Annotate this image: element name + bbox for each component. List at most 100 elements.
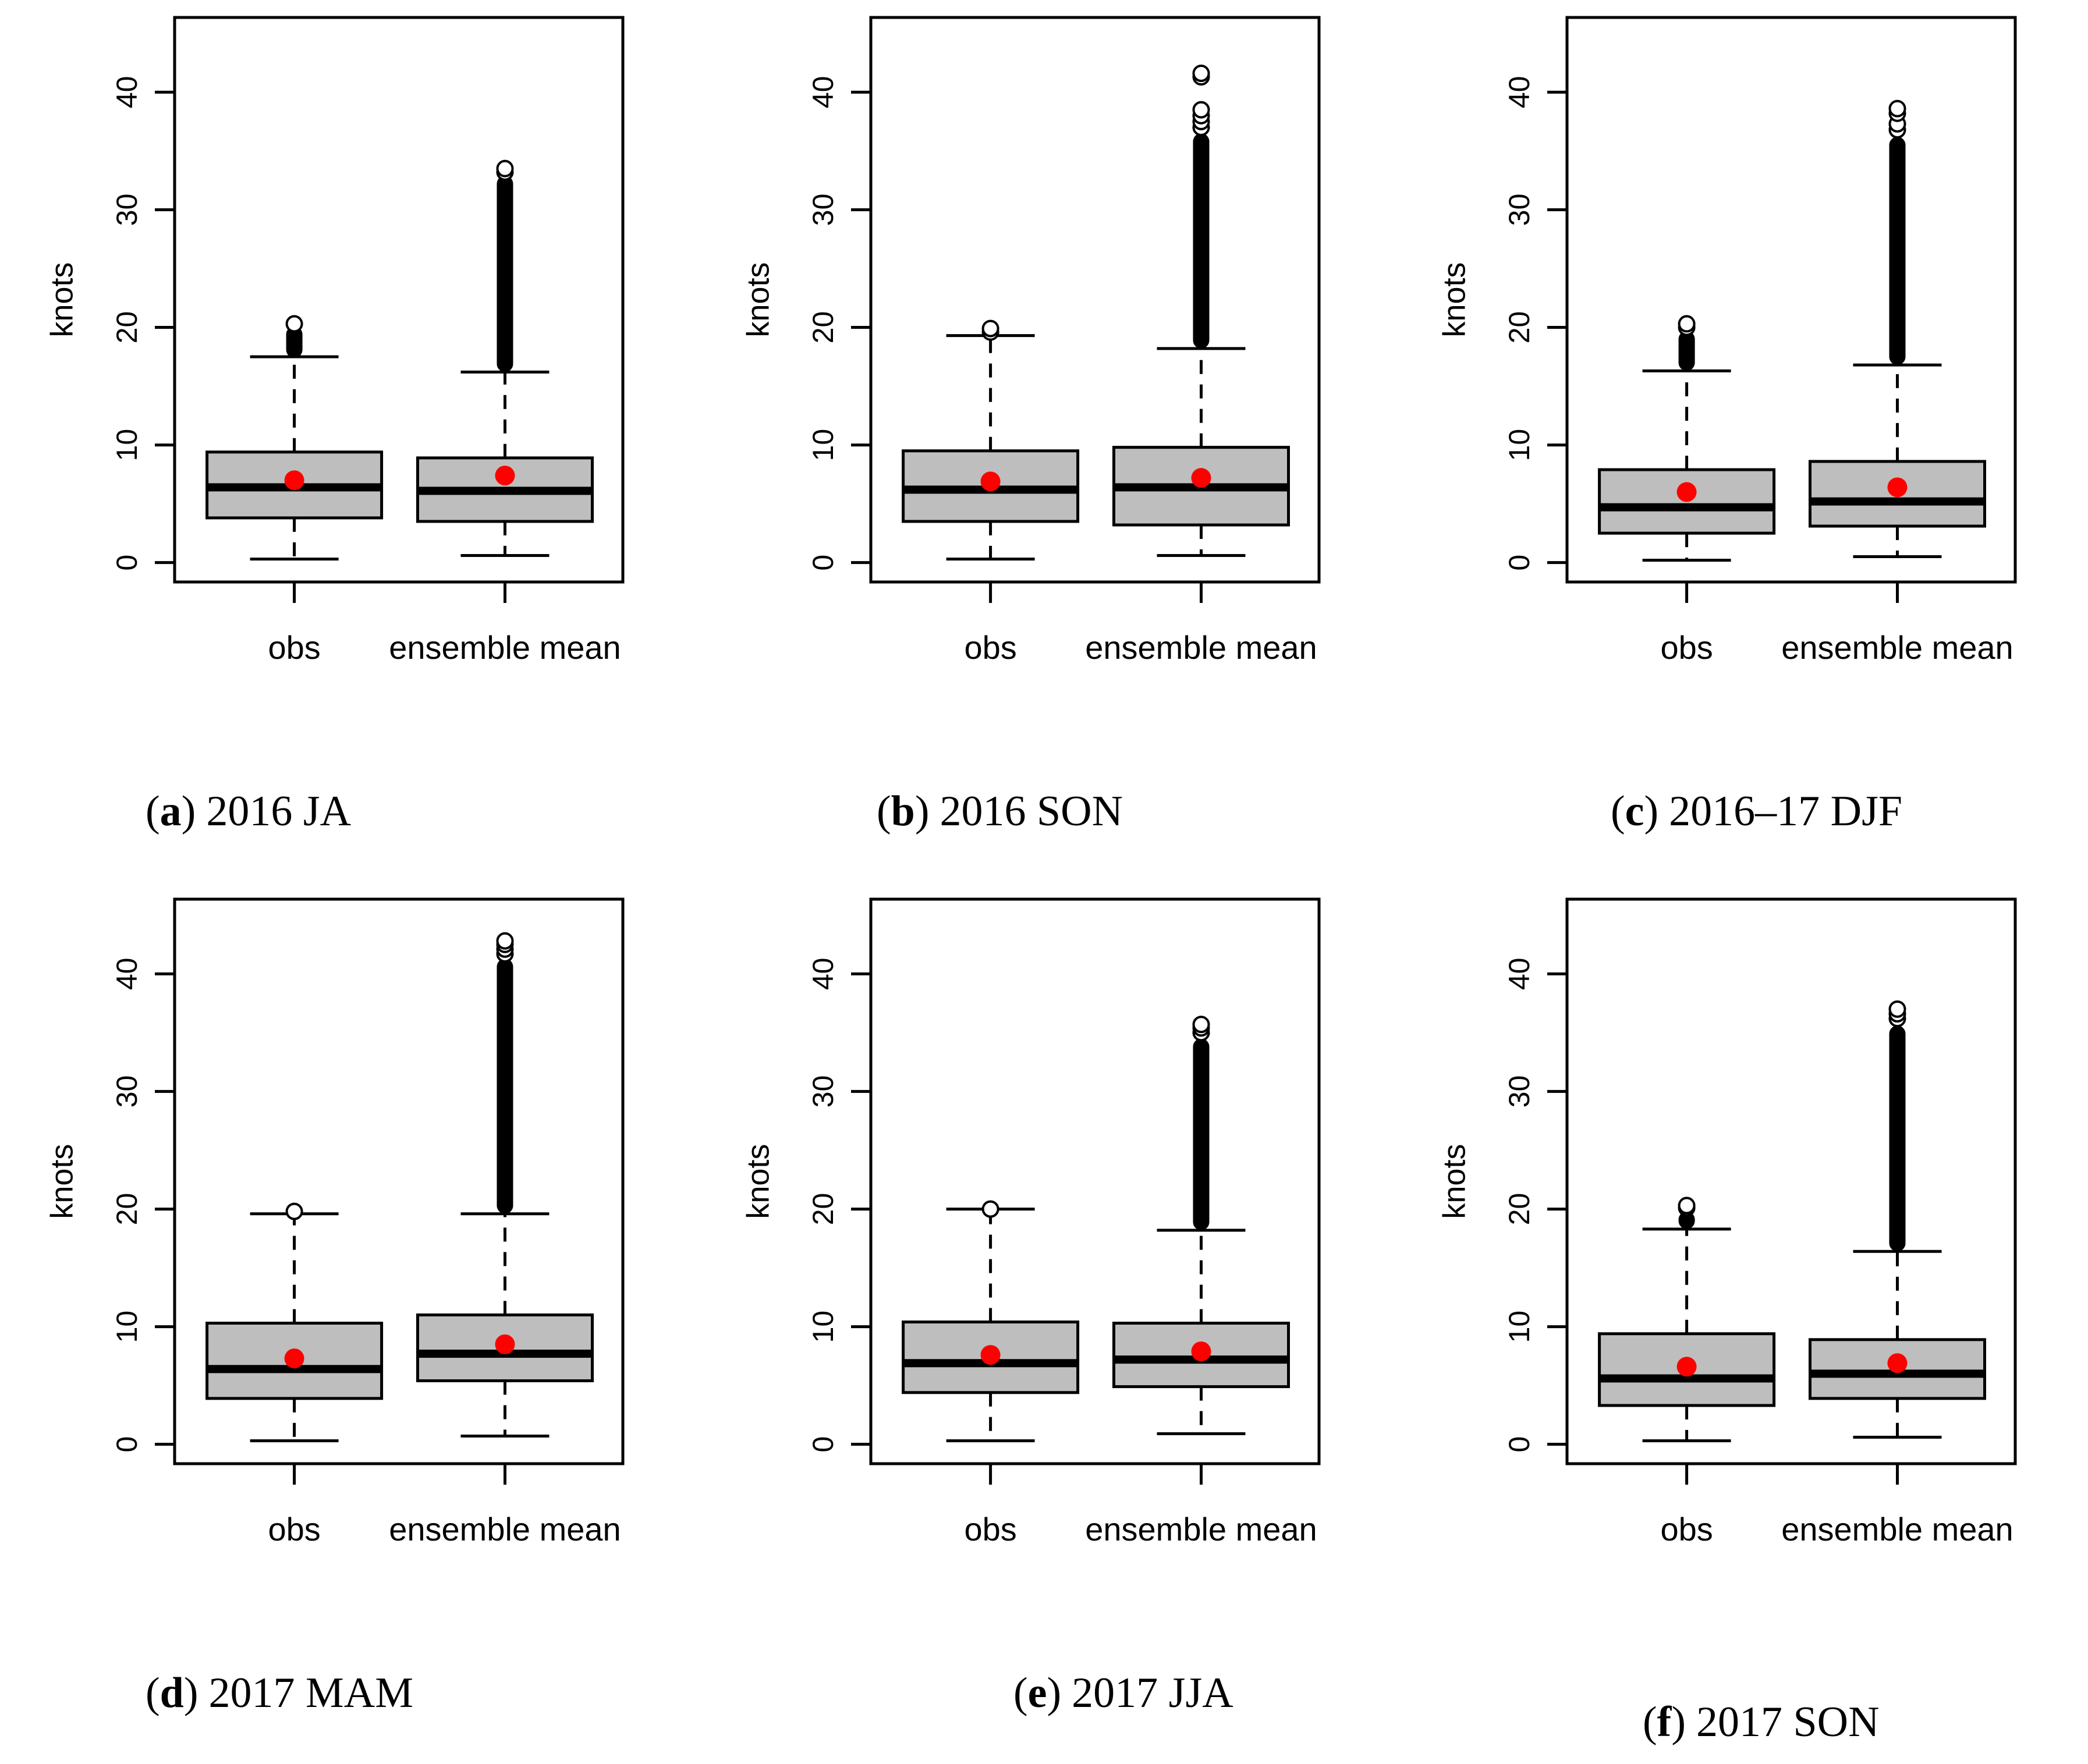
y-tick-label: 10	[1503, 1311, 1536, 1343]
outlier-point	[1192, 64, 1210, 82]
caption-letter: a	[159, 787, 182, 835]
boxplot-ensemble-mean: ensemble mean	[389, 159, 621, 666]
boxplot-obs: obs	[205, 1202, 384, 1548]
category-label: obs	[964, 1511, 1016, 1548]
y-tick-label: 40	[807, 958, 839, 991]
y-tick-label: 30	[111, 194, 143, 226]
outlier-point	[1678, 315, 1696, 333]
caption-paren-open: (	[1611, 787, 1625, 835]
outlier-point	[285, 315, 303, 333]
y-tick-label: 20	[1503, 1193, 1536, 1226]
outlier-cloud	[497, 175, 513, 372]
boxplot-obs: obs	[205, 315, 384, 666]
y-tick-label: 20	[807, 1193, 839, 1226]
boxplot-obs: obs	[902, 320, 1080, 666]
outlier-point	[981, 320, 999, 338]
y-tick-label: 10	[111, 429, 143, 462]
iqr-box	[1808, 460, 1986, 528]
caption-paren-open: (	[1013, 1669, 1028, 1717]
y-tick-label: 10	[807, 1311, 839, 1343]
panel-d: 0 10 20 30 40 knots obs ensemble mean (d) 2017 M…	[0, 882, 696, 1764]
category-label: obs	[268, 629, 320, 666]
panel-c: 0 10 20 30 40 knots obs ensemble mean (c) 2016–1…	[1392, 0, 2088, 882]
outlier-point	[1192, 101, 1210, 119]
mean-dot	[1191, 1341, 1211, 1362]
category-label: ensemble mean	[1085, 1511, 1317, 1548]
boxplot-ensemble-mean: ensemble mean	[1085, 1016, 1317, 1548]
category-label: ensemble mean	[1085, 629, 1317, 666]
caption-text: 2017 MAM	[208, 1669, 414, 1717]
outlier-point	[496, 932, 514, 950]
caption-text: 2016 SON	[940, 787, 1123, 835]
mean-dot	[495, 1334, 515, 1354]
y-tick-label: 10	[111, 1311, 143, 1343]
category-label: obs	[1660, 1511, 1713, 1548]
mean-dot	[284, 470, 304, 491]
outlier-point	[285, 1202, 303, 1220]
category-label: obs	[964, 629, 1016, 666]
panel-caption-e: (e) 2017 JJA	[696, 1669, 1392, 1718]
category-label: ensemble mean	[1781, 1511, 2013, 1548]
y-tick-label: 0	[1503, 1436, 1536, 1453]
caption-text: 2016 JA	[206, 787, 352, 835]
outlier-point	[1888, 1000, 1906, 1018]
mean-dot	[980, 1345, 1001, 1365]
boxplot-ensemble-mean: ensemble mean	[1781, 100, 2013, 666]
category-label: obs	[268, 1511, 320, 1548]
caption-letter: f	[1657, 1698, 1672, 1746]
outlier-cloud	[1193, 1038, 1210, 1230]
boxplot-ensemble-mean: ensemble mean	[1781, 1000, 2013, 1548]
caption-text: 2016–17 DJF	[1669, 787, 1903, 835]
y-tick-label: 0	[807, 1436, 839, 1453]
y-tick-label: 40	[111, 76, 143, 109]
y-tick-label: 20	[1503, 311, 1536, 344]
boxplot-obs: obs	[1598, 315, 1776, 666]
outlier-point	[981, 1200, 999, 1218]
mean-dot	[1887, 1353, 1908, 1373]
category-label: ensemble mean	[389, 1511, 621, 1548]
panel-f: 0 10 20 30 40 knots obs ensemble mean (f) 2017 S…	[1392, 882, 2088, 1764]
y-tick-label: 0	[807, 555, 839, 571]
panel-b: 0 10 20 30 40 knots obs ensemble mean (b) 2016 S…	[696, 0, 1392, 882]
y-axis-title: knots	[1437, 1144, 1472, 1219]
caption-letter: c	[1625, 787, 1644, 835]
caption-paren-open: (	[146, 1669, 160, 1717]
caption-paren-close: )	[1671, 1698, 1686, 1746]
caption-letter: b	[891, 787, 915, 835]
outlier-cloud	[1678, 1211, 1695, 1229]
category-label: ensemble mean	[389, 629, 621, 666]
y-tick-label: 20	[111, 1193, 143, 1226]
caption-letter: d	[159, 1669, 184, 1717]
mean-dot	[495, 466, 515, 486]
panel-e: 0 10 20 30 40 knots obs ensemble mean (e) 2017 J…	[696, 882, 1392, 1764]
outlier-cloud	[1889, 1025, 1906, 1252]
boxplot-chart-b: 0 10 20 30 40 knots obs ensemble mean	[740, 16, 1321, 666]
caption-paren-close: )	[183, 1669, 198, 1717]
outlier-cloud	[286, 326, 303, 359]
boxplot-chart-e: 0 10 20 30 40 knots obs ensemble mean	[740, 897, 1321, 1548]
y-tick-label: 30	[1503, 194, 1536, 226]
y-tick-label: 30	[1503, 1076, 1536, 1108]
caption-paren-open: (	[146, 787, 160, 835]
panel-a: 0 10 20 30 40 knots obs ensemble mean (a) 2016 J…	[0, 0, 696, 882]
boxplot-obs: obs	[1598, 1197, 1776, 1548]
boxplot-obs: obs	[902, 1200, 1080, 1548]
y-tick-label: 10	[1503, 429, 1536, 462]
y-tick-label: 20	[807, 311, 839, 344]
y-axis-title: knots	[44, 262, 79, 337]
mean-dot	[1887, 477, 1908, 498]
y-axis-title: knots	[740, 1144, 775, 1219]
y-axis-title: knots	[1437, 262, 1472, 337]
panel-caption-d: (d) 2017 MAM	[0, 1669, 696, 1718]
panel-caption-c: (c) 2016–17 DJF	[1392, 787, 2088, 836]
boxplot-ensemble-mean: ensemble mean	[389, 932, 621, 1548]
category-label: ensemble mean	[1781, 629, 2013, 666]
mean-dot	[1676, 1357, 1697, 1377]
caption-letter: e	[1027, 1669, 1047, 1717]
outlier-point	[1678, 1197, 1696, 1215]
boxplot-ensemble-mean: ensemble mean	[1085, 64, 1317, 666]
y-tick-label: 40	[1503, 958, 1536, 991]
outlier-cloud	[1678, 331, 1695, 371]
